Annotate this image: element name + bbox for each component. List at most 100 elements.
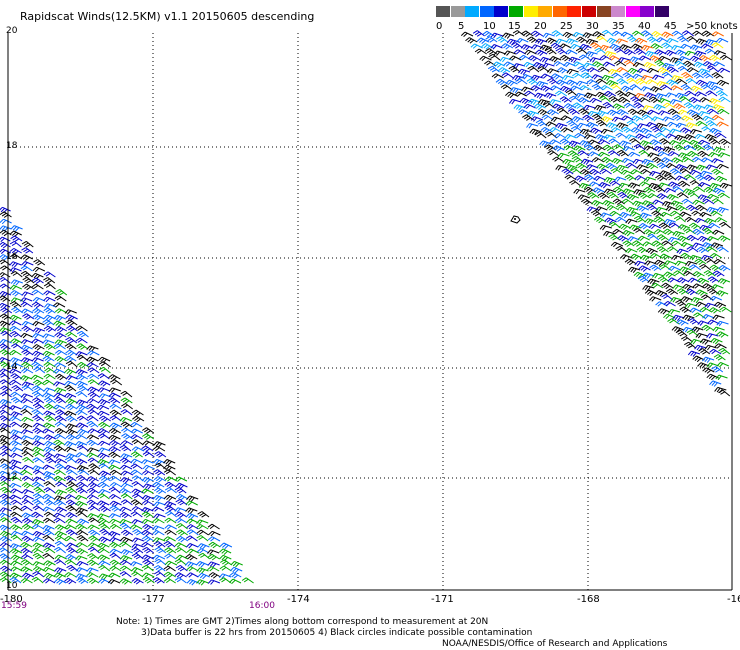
wind-barb: [0, 290, 12, 298]
wind-barb: [186, 579, 200, 586]
wind-barb: [86, 577, 100, 585]
wind-barb: [676, 277, 690, 284]
wind-barb: [623, 102, 636, 109]
wind-barb: [53, 572, 66, 579]
wind-barb: [120, 397, 133, 405]
wind-barb: [571, 155, 584, 163]
wind-barb: [120, 440, 134, 446]
wind-barb: [637, 275, 650, 283]
wind-barb: [88, 463, 101, 470]
wind-barb: [9, 320, 22, 326]
wind-barb: [186, 572, 199, 578]
wind-barb: [108, 493, 122, 500]
longitude-label: -180: [0, 594, 23, 605]
wind-barb: [131, 481, 144, 488]
wind-barb: [714, 343, 727, 349]
wind-barb: [174, 476, 188, 482]
longitude-label: -171: [431, 594, 454, 605]
wind-barb: [697, 111, 711, 117]
wind-barb: [164, 476, 178, 482]
wind-barb: [21, 240, 34, 248]
wind-barb: [163, 494, 177, 502]
wind-barb: [21, 367, 34, 374]
wind-barb: [599, 55, 612, 61]
wind-barb: [186, 566, 199, 572]
wind-barb: [668, 151, 681, 157]
wind-barb: [75, 523, 88, 531]
wind-barb: [64, 355, 77, 363]
wind-barb: [86, 567, 99, 573]
wind-barb: [119, 416, 133, 423]
wind-barb: [583, 62, 596, 68]
wind-barb: [65, 453, 78, 460]
wind-barb: [651, 210, 664, 218]
wind-barb: [43, 446, 56, 454]
wind-barb: [687, 317, 700, 325]
wind-barb: [695, 164, 709, 171]
wind-barb: [0, 553, 11, 560]
wind-barb: [666, 66, 679, 74]
wind-barb: [32, 422, 46, 429]
wind-barb: [20, 422, 33, 430]
wind-barb: [10, 373, 23, 380]
wind-barb: [661, 42, 674, 49]
wind-barb: [141, 488, 154, 494]
wind-barb: [0, 229, 12, 237]
wind-barb: [86, 487, 99, 495]
wind-barb: [0, 254, 12, 261]
wind-barb: [130, 561, 143, 567]
wind-barb: [21, 494, 34, 501]
wind-barb: [9, 511, 23, 518]
wind-barb: [43, 547, 56, 554]
wind-barb: [185, 535, 198, 542]
wind-barb: [465, 37, 478, 44]
wind-barb: [616, 78, 629, 85]
wind-barb: [603, 134, 616, 140]
wind-barb: [219, 542, 233, 550]
wind-barb: [21, 308, 34, 314]
wind-barb: [98, 380, 111, 387]
wind-barb: [631, 115, 644, 122]
wind-barb: [572, 72, 585, 79]
wind-barb: [142, 572, 155, 578]
wind-barb: [633, 102, 646, 109]
latitude-label: 16: [6, 252, 18, 262]
wind-barb: [664, 49, 677, 57]
wind-barb: [43, 481, 56, 488]
wind-barb: [54, 489, 67, 496]
wind-barb: [97, 517, 110, 525]
wind-barb: [654, 59, 667, 67]
wind-barb: [527, 36, 540, 44]
wind-barb: [228, 578, 242, 585]
wind-barb: [702, 356, 715, 363]
wind-barb: [0, 211, 12, 218]
wind-barb: [174, 558, 187, 566]
wind-barb: [65, 529, 78, 536]
wind-barb: [630, 253, 643, 261]
wind-barb: [564, 134, 577, 140]
wind-barb: [109, 505, 122, 512]
wind-barb: [31, 446, 45, 454]
wind-barb: [668, 309, 681, 315]
wind-barb: [32, 402, 45, 410]
wind-barb: [0, 493, 12, 501]
wind-barb: [53, 469, 66, 476]
wind-barb: [98, 356, 111, 364]
wind-barb: [21, 489, 34, 495]
wind-barb: [196, 567, 209, 574]
wind-barb: [21, 416, 34, 423]
wind-barb: [661, 31, 674, 39]
wind-barb: [52, 302, 66, 308]
wind-barb: [701, 43, 714, 49]
wind-barb: [714, 132, 727, 139]
wind-barb: [689, 307, 702, 313]
wind-barb: [674, 144, 687, 151]
wind-barb: [229, 572, 242, 579]
wind-barb: [21, 404, 34, 411]
wind-barb: [699, 338, 713, 345]
wind-barb: [506, 38, 520, 45]
wind-barb: [703, 270, 716, 277]
wind-barb: [130, 463, 143, 470]
wind-barb: [705, 164, 718, 170]
wind-barb: [616, 109, 629, 116]
